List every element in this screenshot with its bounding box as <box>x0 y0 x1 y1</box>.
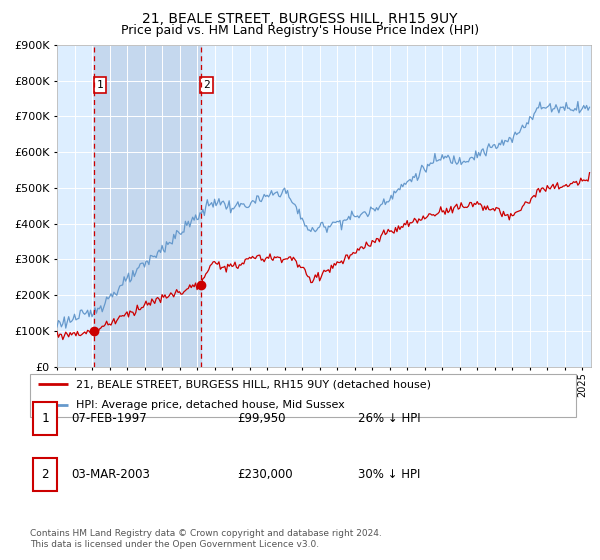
Text: 03-MAR-2003: 03-MAR-2003 <box>71 468 150 481</box>
FancyBboxPatch shape <box>30 374 576 417</box>
FancyBboxPatch shape <box>33 402 58 436</box>
Text: 1: 1 <box>41 412 49 425</box>
Text: HPI: Average price, detached house, Mid Sussex: HPI: Average price, detached house, Mid … <box>76 400 345 410</box>
Text: 2: 2 <box>203 80 210 90</box>
Text: 30% ↓ HPI: 30% ↓ HPI <box>358 468 420 481</box>
Text: 21, BEALE STREET, BURGESS HILL, RH15 9UY (detached house): 21, BEALE STREET, BURGESS HILL, RH15 9UY… <box>76 380 431 389</box>
Text: 21, BEALE STREET, BURGESS HILL, RH15 9UY: 21, BEALE STREET, BURGESS HILL, RH15 9UY <box>142 12 458 26</box>
Text: £230,000: £230,000 <box>238 468 293 481</box>
Bar <box>94 45 200 367</box>
Text: £99,950: £99,950 <box>238 412 286 425</box>
Text: Price paid vs. HM Land Registry's House Price Index (HPI): Price paid vs. HM Land Registry's House … <box>121 24 479 36</box>
Text: 07-FEB-1997: 07-FEB-1997 <box>71 412 146 425</box>
Text: Contains HM Land Registry data © Crown copyright and database right 2024.
This d: Contains HM Land Registry data © Crown c… <box>30 529 382 549</box>
Text: 1: 1 <box>97 80 103 90</box>
Text: 26% ↓ HPI: 26% ↓ HPI <box>358 412 420 425</box>
Text: 2: 2 <box>41 468 49 481</box>
FancyBboxPatch shape <box>33 458 58 492</box>
